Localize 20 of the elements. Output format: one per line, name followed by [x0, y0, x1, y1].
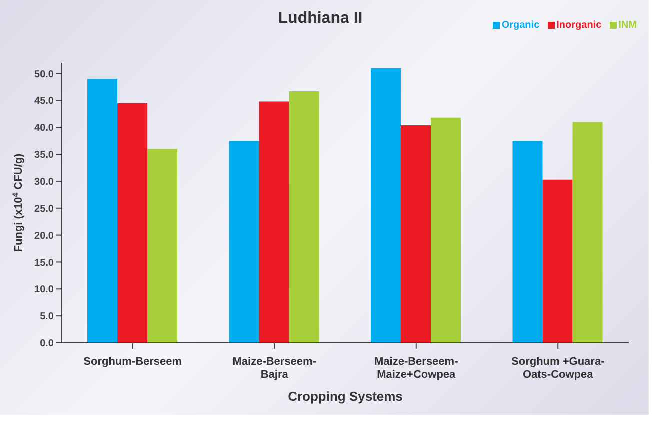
y-tick-label: 15.0 [34, 258, 54, 269]
y-tick-label: 40.0 [34, 123, 54, 134]
y-tick-label: 20.0 [34, 230, 54, 242]
y-tick-label: 35.0 [34, 150, 54, 162]
legend-label: INM [618, 20, 637, 31]
legend-label: Organic [500, 20, 540, 31]
x-tick-label: Maize-Berseem-Maize+Cowpea [374, 356, 459, 381]
x-tick-label: Sorghum-Berseem [84, 356, 182, 368]
y-tick-label: 0.0 [40, 338, 54, 350]
chart-title: Ludhiana II [278, 10, 363, 27]
y-tick-label: 10.0 [34, 284, 54, 296]
y-tick-label: 30.0 [34, 177, 54, 188]
y-tick-label: 5.0 [40, 312, 54, 323]
y-tick-label: 25.0 [34, 204, 54, 215]
x-tick-label: Maize-Berseem-Bajra [232, 356, 317, 381]
legend-label: Inorganic [556, 20, 602, 31]
x-tick-label: Sorghum +Guara-Oats-Cowpea [512, 356, 606, 381]
y-tick-label: 50.0 [34, 69, 54, 80]
y-tick-label: 45.0 [34, 96, 54, 108]
x-axis-title: Cropping Systems [288, 389, 403, 404]
